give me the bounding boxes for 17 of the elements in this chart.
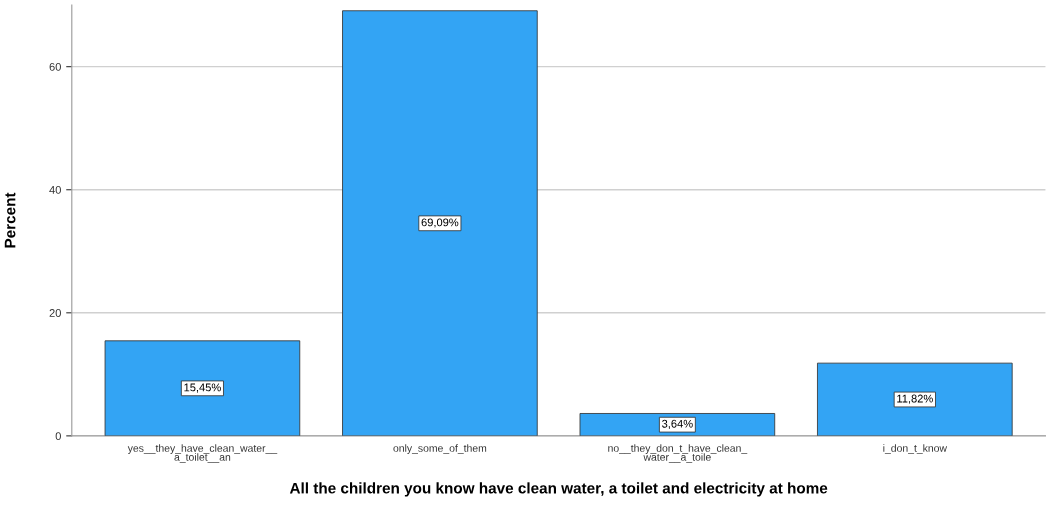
y-tick-label: 20 <box>49 309 61 317</box>
x-tick-label: i_don_t_know <box>883 444 947 454</box>
bar <box>817 362 1013 436</box>
data-label: 69,09% <box>421 218 459 228</box>
y-axis-title: Percent <box>4 192 16 248</box>
data-label: 15,45% <box>184 383 221 393</box>
y-tick-label: 60 <box>49 62 61 71</box>
x-tick-label: yes__they_have_clean_water__ a_toilet__an <box>127 444 278 463</box>
x-axis-title: All the children you know have clean water, a toilet and electricity at home <box>289 482 828 497</box>
x-tick-label: no__they_don_t_have_clean_ water__a_toile <box>608 444 748 463</box>
data-label: 11,82% <box>897 394 933 404</box>
data-label: 3,64% <box>662 419 693 429</box>
x-tick-label: only_some_of_them <box>393 444 487 454</box>
y-tick-label: 40 <box>49 186 61 194</box>
bar <box>342 10 538 436</box>
bar <box>104 340 301 436</box>
y-tick-label: 0 <box>55 432 61 441</box>
